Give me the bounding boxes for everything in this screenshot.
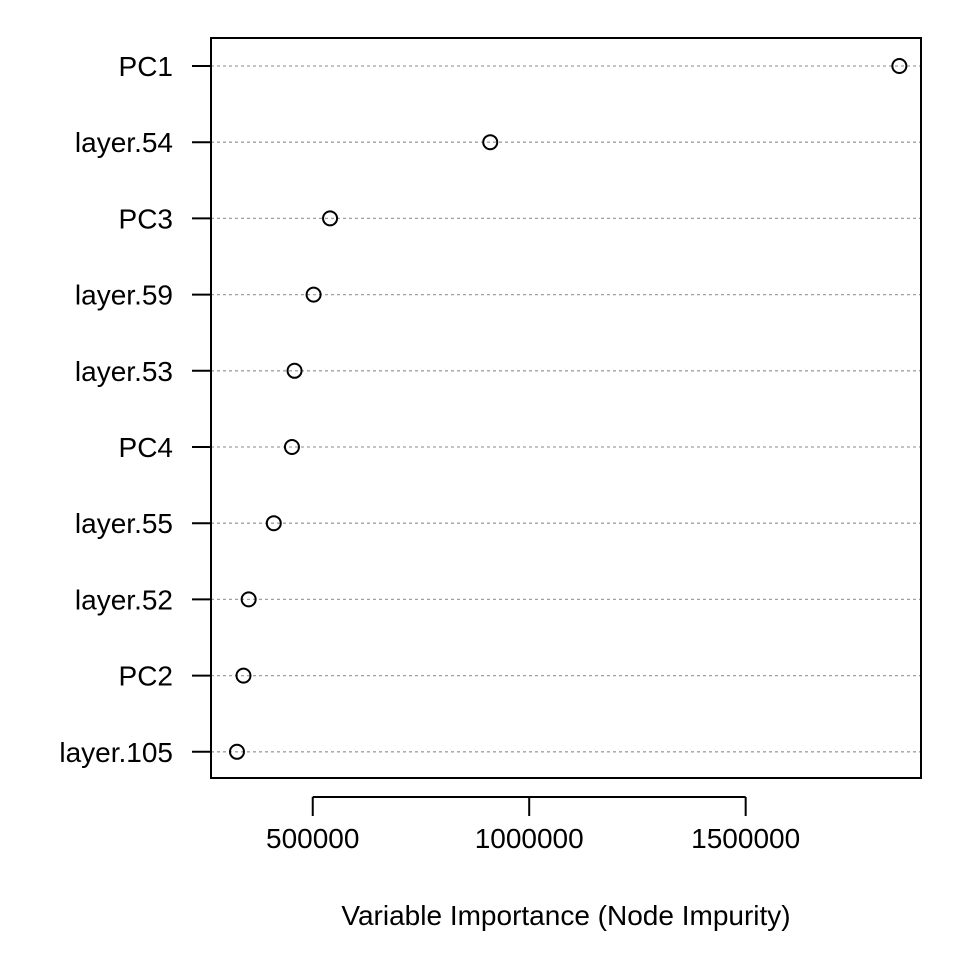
data-points [228,58,908,760]
category-label: layer.59 [75,280,173,311]
category-label: PC2 [119,661,173,692]
data-point [265,515,282,532]
category-label: layer.53 [75,356,173,387]
x-axis-title: Variable Importance (Node Impurity) [341,900,790,931]
category-label: PC3 [119,203,173,234]
y-axis: PC1 layer.54 PC3 layer.59 layer.53 PC4 layer.5… [59,51,211,768]
guide-lines [211,65,921,753]
data-point [891,58,908,74]
data-point [482,134,499,151]
data-point [283,439,300,455]
category-label: PC4 [119,432,173,463]
data-point [286,362,303,379]
data-point [235,667,252,684]
category-label: layer.52 [75,584,173,615]
data-point [228,743,245,760]
category-label: layer.105 [59,737,173,768]
x-tick-label: 1000000 [475,823,584,854]
category-label: layer.55 [75,508,173,539]
x-axis: 500000 1000000 1500000 [266,796,800,854]
data-point [305,286,322,303]
x-tick-label: 1500000 [691,823,800,854]
data-point [240,591,257,608]
category-label: PC1 [119,51,173,82]
category-label: layer.54 [75,127,173,158]
data-point [322,210,339,227]
plot-frame [210,37,922,779]
x-tick-label: 500000 [266,823,359,854]
